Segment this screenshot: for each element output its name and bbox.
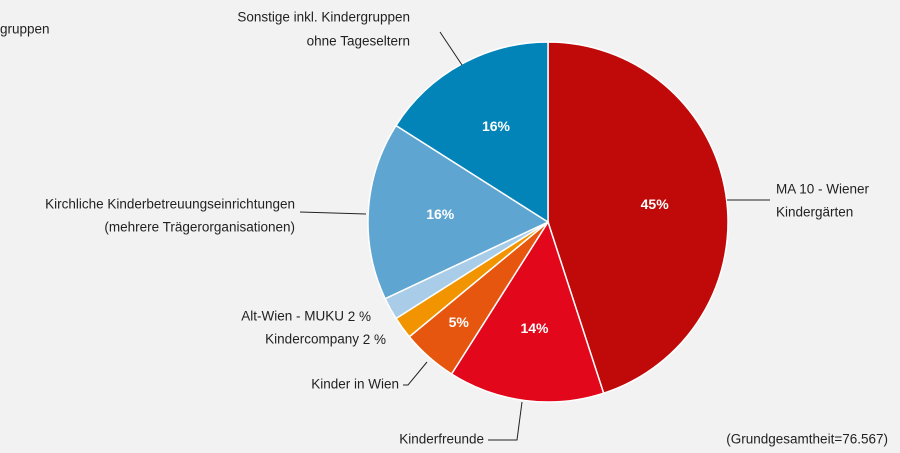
pie-slice [450, 220, 605, 403]
category-label: Kinderfreunde [399, 432, 484, 447]
pie-slice [367, 124, 550, 300]
value-label: 16% [426, 206, 455, 222]
category-label: Kindergärten [776, 205, 853, 220]
leader-line [403, 361, 428, 386]
value-label: 14% [520, 320, 549, 336]
value-label: 16% [482, 118, 511, 134]
value-label: 45% [641, 196, 670, 212]
leader-line [488, 401, 523, 441]
leader-line [439, 31, 463, 66]
value-label: 2 % [348, 309, 371, 324]
category-label: Kindercompany 2 % [265, 332, 386, 347]
category-label: Alt-Wien - MUKU 2 % [241, 309, 371, 324]
category-label: Sonstige inkl. Kindergruppen [237, 10, 410, 25]
leader-line [299, 211, 367, 215]
category-label: Kinder in Wien [311, 377, 399, 392]
category-label: (mehrere Trägerorganisationen) [104, 220, 295, 235]
category-label: ohne Tageseltern [307, 34, 410, 49]
pie-slice [547, 41, 729, 395]
value-label: 2 % [363, 332, 386, 347]
clipped-label: gruppen [0, 22, 50, 37]
footnote: (Grundgesamtheit=76.567) [726, 432, 888, 447]
value-label: 5% [449, 314, 470, 330]
category-label: MA 10 - Wiener [776, 182, 870, 197]
category-label: Kirchliche Kinderbetreuungseinrichtungen [45, 197, 295, 212]
